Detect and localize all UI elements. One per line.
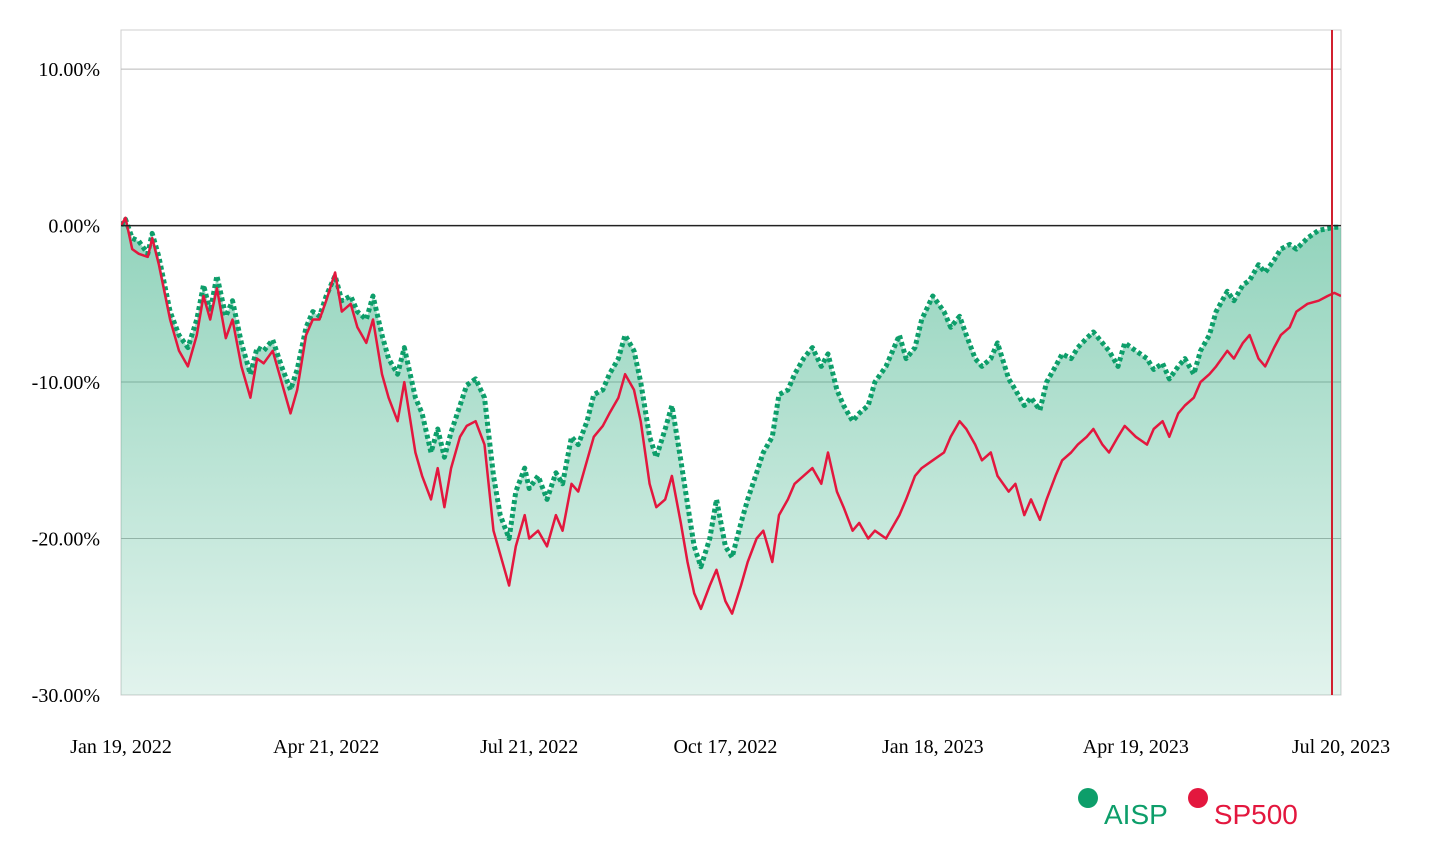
legend-dot-icon (1078, 788, 1098, 808)
legend-dot-icon (1187, 788, 1208, 808)
x-tick-label: Jan 19, 2022 (70, 736, 172, 758)
y-axis-ticks: 10.00% 0.00% -10.00% -20.00% -30.00% (32, 59, 100, 707)
chart-legend: AISP SP500 (1078, 788, 1298, 830)
legend-item-aisp[interactable]: AISP (1078, 788, 1168, 830)
y-tick-label: -10.00% (32, 372, 100, 394)
x-tick-label: Apr 19, 2023 (1083, 736, 1189, 758)
area-fill-aisp (121, 219, 1341, 695)
legend-label: AISP (1104, 799, 1168, 830)
x-tick-label: Apr 21, 2022 (273, 736, 379, 758)
y-tick-label: -30.00% (32, 685, 100, 707)
series-area (121, 219, 1341, 695)
series-lines (121, 216, 1341, 615)
x-tick-label: Jul 21, 2022 (480, 736, 578, 758)
x-tick-label: Jul 20, 2023 (1292, 736, 1390, 758)
y-tick-label: 0.00% (48, 216, 100, 238)
legend-label: SP500 (1213, 799, 1298, 830)
series-line-sp500 (121, 216, 1341, 615)
series-line-aisp (121, 216, 1341, 570)
x-tick-label: Oct 17, 2022 (673, 736, 777, 758)
x-tick-label: Jan 18, 2023 (882, 736, 984, 758)
y-tick-label: 10.00% (38, 59, 100, 81)
y-tick-label: -20.00% (32, 529, 100, 551)
x-axis-ticks: Jan 19, 2022 Apr 21, 2022 Jul 21, 2022 Oct … (70, 736, 1390, 758)
legend-item-sp500[interactable]: SP500 (1187, 788, 1298, 830)
